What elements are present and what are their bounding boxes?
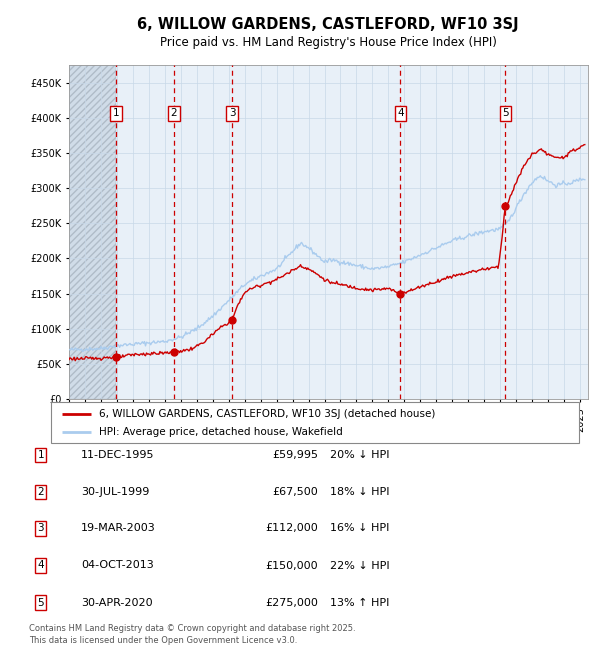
Text: £150,000: £150,000: [265, 560, 318, 571]
Text: 19-MAR-2003: 19-MAR-2003: [81, 523, 156, 534]
Bar: [69, 65, 116, 399]
Text: £112,000: £112,000: [265, 523, 318, 534]
Text: 6, WILLOW GARDENS, CASTLEFORD, WF10 3SJ (detached house): 6, WILLOW GARDENS, CASTLEFORD, WF10 3SJ …: [98, 410, 435, 419]
Text: 16% ↓ HPI: 16% ↓ HPI: [330, 523, 389, 534]
Text: 2: 2: [171, 109, 178, 118]
Text: 13% ↑ HPI: 13% ↑ HPI: [330, 597, 389, 608]
Text: Price paid vs. HM Land Registry's House Price Index (HPI): Price paid vs. HM Land Registry's House …: [160, 36, 497, 49]
Text: 20% ↓ HPI: 20% ↓ HPI: [330, 450, 389, 460]
Text: 30-APR-2020: 30-APR-2020: [81, 597, 152, 608]
Text: £59,995: £59,995: [272, 450, 318, 460]
Text: 1: 1: [37, 450, 44, 460]
Text: 4: 4: [397, 109, 404, 118]
Text: 5: 5: [37, 597, 44, 608]
Text: 5: 5: [502, 109, 509, 118]
Text: 30-JUL-1999: 30-JUL-1999: [81, 487, 149, 497]
Text: HPI: Average price, detached house, Wakefield: HPI: Average price, detached house, Wake…: [98, 426, 342, 437]
Bar: [69, 65, 116, 399]
Text: 11-DEC-1995: 11-DEC-1995: [81, 450, 155, 460]
Text: £67,500: £67,500: [272, 487, 318, 497]
Text: 3: 3: [229, 109, 235, 118]
Text: 6, WILLOW GARDENS, CASTLEFORD, WF10 3SJ: 6, WILLOW GARDENS, CASTLEFORD, WF10 3SJ: [137, 17, 519, 32]
Text: 4: 4: [37, 560, 44, 571]
Text: Contains HM Land Registry data © Crown copyright and database right 2025.: Contains HM Land Registry data © Crown c…: [29, 624, 355, 633]
Text: 18% ↓ HPI: 18% ↓ HPI: [330, 487, 389, 497]
Text: 2: 2: [37, 487, 44, 497]
FancyBboxPatch shape: [51, 402, 579, 443]
Text: 1: 1: [113, 109, 119, 118]
Text: 04-OCT-2013: 04-OCT-2013: [81, 560, 154, 571]
Text: This data is licensed under the Open Government Licence v3.0.: This data is licensed under the Open Gov…: [29, 636, 297, 645]
Text: 3: 3: [37, 523, 44, 534]
Text: 22% ↓ HPI: 22% ↓ HPI: [330, 560, 389, 571]
Text: £275,000: £275,000: [265, 597, 318, 608]
